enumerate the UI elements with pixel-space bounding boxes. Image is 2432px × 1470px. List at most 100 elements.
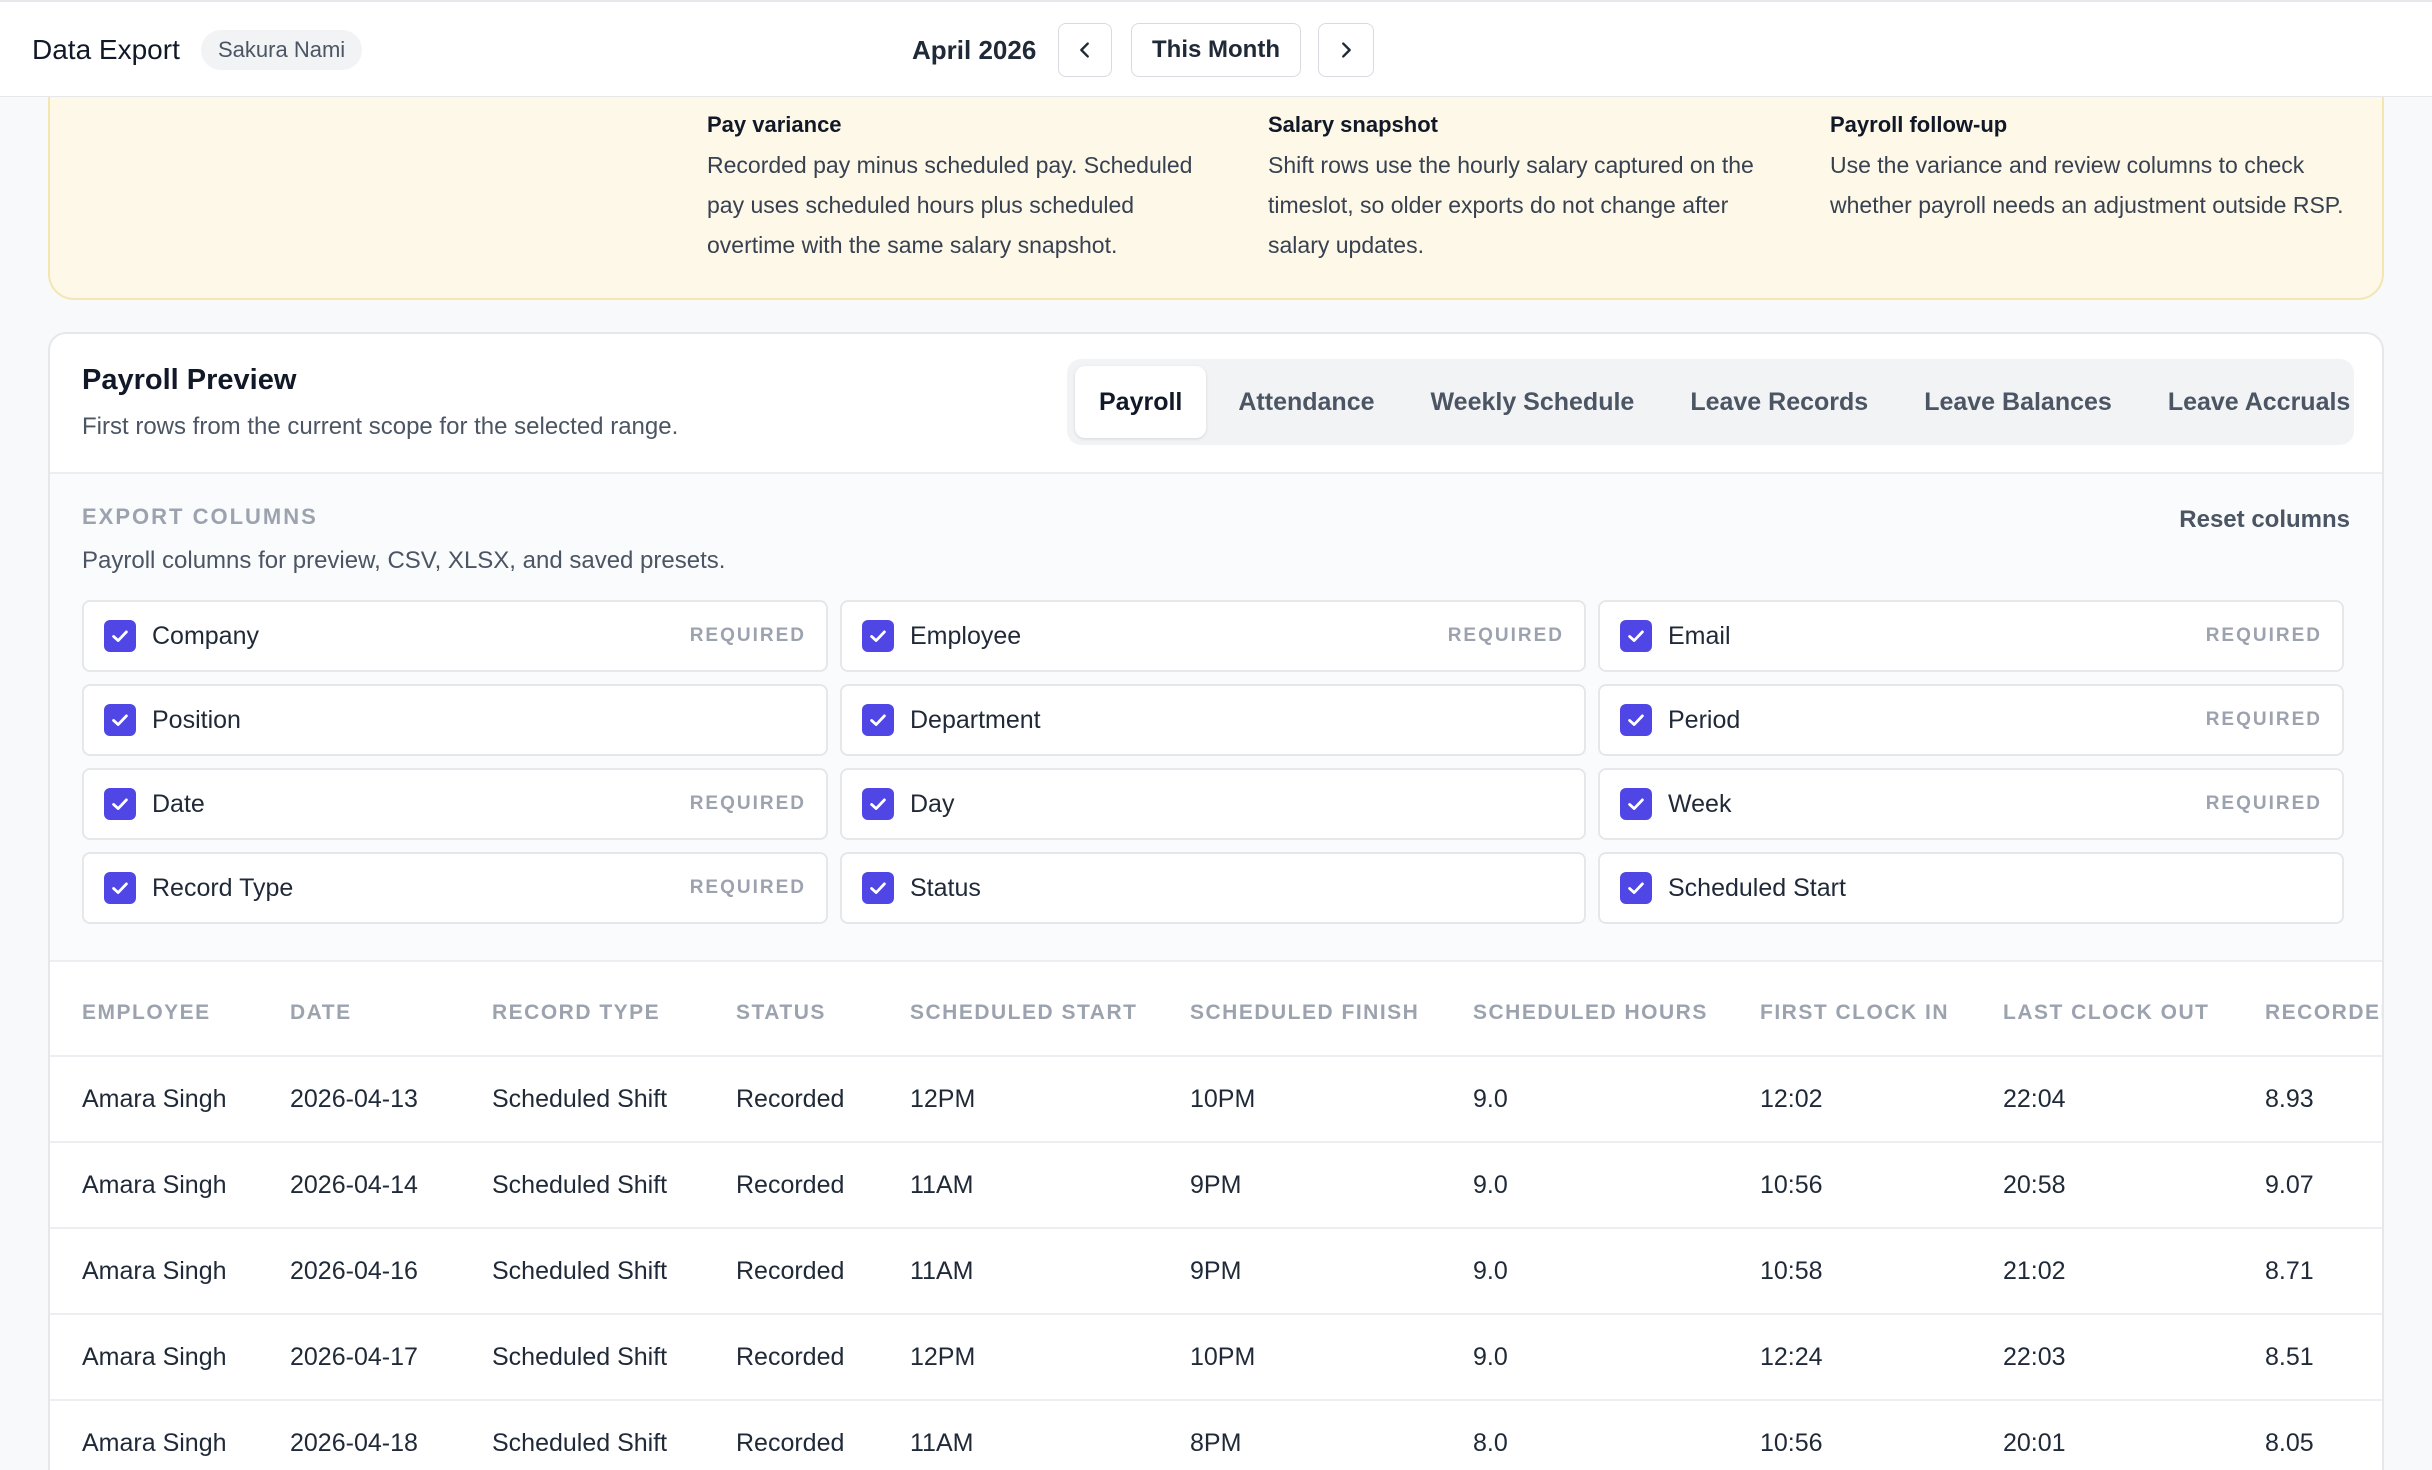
- column-option-day[interactable]: Day: [840, 768, 1586, 840]
- checkbox-checked-icon[interactable]: [862, 620, 894, 652]
- tab-leave-balances[interactable]: Leave Balances: [1924, 387, 2112, 416]
- info-text: Recorded pay minus scheduled pay. Schedu…: [707, 152, 1193, 258]
- column-option-label: Day: [910, 789, 955, 818]
- column-header-scheduled-start[interactable]: SCHEDULED START: [878, 962, 1158, 1057]
- checkbox-checked-icon[interactable]: [104, 620, 136, 652]
- column-header-scheduled-finish[interactable]: SCHEDULED FINISH: [1158, 962, 1441, 1057]
- column-option-label: Period: [1668, 705, 1741, 734]
- column-header-record-type[interactable]: RECORD TYPE: [460, 962, 704, 1057]
- table-cell-status: Recorded: [704, 1314, 878, 1401]
- column-option-scheduled-start[interactable]: Scheduled Start: [1598, 852, 2344, 924]
- table-cell-scheduled-start: 11AM: [878, 1228, 1158, 1315]
- column-option-employee[interactable]: Employee REQUIRED: [840, 600, 1586, 672]
- info-payroll-follow-up: Payroll follow-up Use the variance and r…: [1830, 110, 2350, 225]
- column-option-position[interactable]: Position: [82, 684, 828, 756]
- tab-weekly-schedule[interactable]: Weekly Schedule: [1430, 387, 1635, 416]
- payroll-preview-table: EMPLOYEE DATE RECORD TYPE STATUS SCHEDULED S…: [50, 962, 2382, 1470]
- checkbox-checked-icon[interactable]: [104, 788, 136, 820]
- reset-columns-button[interactable]: Reset columns: [2179, 506, 2350, 533]
- table-cell-record-type: Scheduled Shift: [460, 1142, 704, 1229]
- column-option-date[interactable]: Date REQUIRED: [82, 768, 828, 840]
- column-option-label: Week: [1668, 789, 1732, 818]
- table-cell-employee: Amara Singh: [50, 1142, 258, 1229]
- table-cell-scheduled-hours: 9.0: [1441, 1228, 1728, 1315]
- checkbox-checked-icon[interactable]: [104, 704, 136, 736]
- column-header-recorded[interactable]: RECORDED: [2233, 962, 2382, 1057]
- checkbox-checked-icon[interactable]: [862, 704, 894, 736]
- column-option-company[interactable]: Company REQUIRED: [82, 600, 828, 672]
- table-cell-record-type: Scheduled Shift: [460, 1314, 704, 1401]
- table-cell-first-clock-in: 10:56: [1728, 1400, 1971, 1470]
- table-cell-recorded: 8.93: [2233, 1056, 2382, 1143]
- tab-leave-records[interactable]: Leave Records: [1690, 387, 1869, 416]
- checkbox-checked-icon[interactable]: [862, 788, 894, 820]
- user-badge[interactable]: Sakura Nami: [201, 30, 363, 70]
- table-cell-date: 2026-04-18: [258, 1400, 460, 1470]
- chevron-right-icon: [1342, 42, 1351, 58]
- column-options-scroll[interactable]: Company REQUIRED Employee REQUIRED Email REQU…: [82, 600, 2344, 928]
- column-option-week[interactable]: Week REQUIRED: [1598, 768, 2344, 840]
- column-option-record-type[interactable]: Record Type REQUIRED: [82, 852, 828, 924]
- checkbox-checked-icon[interactable]: [1620, 704, 1652, 736]
- column-header-first-clock-in[interactable]: FIRST CLOCK IN: [1728, 962, 1971, 1057]
- column-header-scheduled-hours[interactable]: SCHEDULED HOURS: [1441, 962, 1728, 1057]
- this-month-button[interactable]: This Month: [1131, 23, 1301, 77]
- required-badge: REQUIRED: [689, 793, 806, 814]
- tab-leave-accruals[interactable]: Leave Accruals: [2167, 387, 2351, 416]
- column-option-label: Company: [152, 621, 259, 650]
- checkbox-checked-icon[interactable]: [1620, 872, 1652, 904]
- checkbox-checked-icon[interactable]: [1620, 788, 1652, 820]
- table-cell-scheduled-finish: 8PM: [1158, 1400, 1441, 1470]
- table-cell-scheduled-hours: 9.0: [1441, 1314, 1728, 1401]
- table-cell-recorded: 8.05: [2233, 1400, 2382, 1470]
- column-header-employee[interactable]: EMPLOYEE: [50, 962, 258, 1057]
- previous-month-button[interactable]: [1058, 23, 1112, 77]
- column-option-label: Date: [152, 789, 205, 818]
- current-month-label: April 2026: [912, 35, 1037, 65]
- column-option-email[interactable]: Email REQUIRED: [1598, 600, 2344, 672]
- export-type-tabs: Payroll Attendance Weekly Schedule Leave…: [1067, 359, 2354, 445]
- checkbox-checked-icon[interactable]: [104, 872, 136, 904]
- app-title: Data Export: [32, 34, 180, 65]
- table-cell-scheduled-finish: 9PM: [1158, 1142, 1441, 1229]
- table-cell-status: Recorded: [704, 1228, 878, 1315]
- checkbox-checked-icon[interactable]: [862, 872, 894, 904]
- table-row: Amara Singh 2026-04-17 Scheduled Shift Reco…: [50, 1314, 2382, 1401]
- table-row: Amara Singh 2026-04-13 Scheduled Shift Reco…: [50, 1056, 2382, 1143]
- table-cell-first-clock-in: 12:24: [1728, 1314, 1971, 1401]
- info-title: Payroll follow-up: [1830, 112, 2008, 137]
- top-bar: Data Export Sakura Nami April 2026 This …: [0, 0, 2432, 97]
- table-cell-scheduled-start: 12PM: [878, 1056, 1158, 1143]
- checkbox-checked-icon[interactable]: [1620, 620, 1652, 652]
- card-header: Payroll Preview First rows from the curr…: [50, 334, 2382, 474]
- export-columns-heading: EXPORT COLUMNS: [82, 504, 318, 529]
- table-cell-employee: Amara Singh: [50, 1400, 258, 1470]
- column-option-label: Position: [152, 705, 241, 734]
- table-cell-status: Recorded: [704, 1142, 878, 1229]
- column-option-label: Record Type: [152, 873, 294, 902]
- column-header-date[interactable]: DATE: [258, 962, 460, 1057]
- table-cell-status: Recorded: [704, 1056, 878, 1143]
- column-option-period[interactable]: Period REQUIRED: [1598, 684, 2344, 756]
- column-header-last-clock-out[interactable]: LAST CLOCK OUT: [1971, 962, 2233, 1057]
- table-cell-record-type: Scheduled Shift: [460, 1228, 704, 1315]
- table-cell-employee: Amara Singh: [50, 1056, 258, 1143]
- column-option-label: Scheduled Start: [1668, 873, 1846, 902]
- tab-payroll[interactable]: Payroll: [1075, 366, 1207, 438]
- info-text: Use the variance and review columns to c…: [1830, 152, 2344, 218]
- table-cell-scheduled-finish: 9PM: [1158, 1228, 1441, 1315]
- next-month-button[interactable]: [1318, 23, 1374, 77]
- tab-attendance[interactable]: Attendance: [1238, 387, 1375, 416]
- info-salary-snapshot: Salary snapshot Shift rows use the hourl…: [1268, 110, 1788, 265]
- table-row: Amara Singh 2026-04-14 Scheduled Shift Reco…: [50, 1142, 2382, 1229]
- info-pay-variance: Pay variance Recorded pay minus schedule…: [707, 110, 1227, 265]
- column-option-status[interactable]: Status: [840, 852, 1586, 924]
- table-cell-scheduled-start: 11AM: [878, 1400, 1158, 1470]
- table-cell-recorded: 9.07: [2233, 1142, 2382, 1229]
- column-header-status[interactable]: STATUS: [704, 962, 878, 1057]
- column-option-label: Status: [910, 873, 981, 902]
- table-cell-scheduled-hours: 9.0: [1441, 1056, 1728, 1143]
- column-option-department[interactable]: Department: [840, 684, 1586, 756]
- column-option-label: Employee: [910, 621, 1022, 650]
- table-cell-scheduled-hours: 9.0: [1441, 1142, 1728, 1229]
